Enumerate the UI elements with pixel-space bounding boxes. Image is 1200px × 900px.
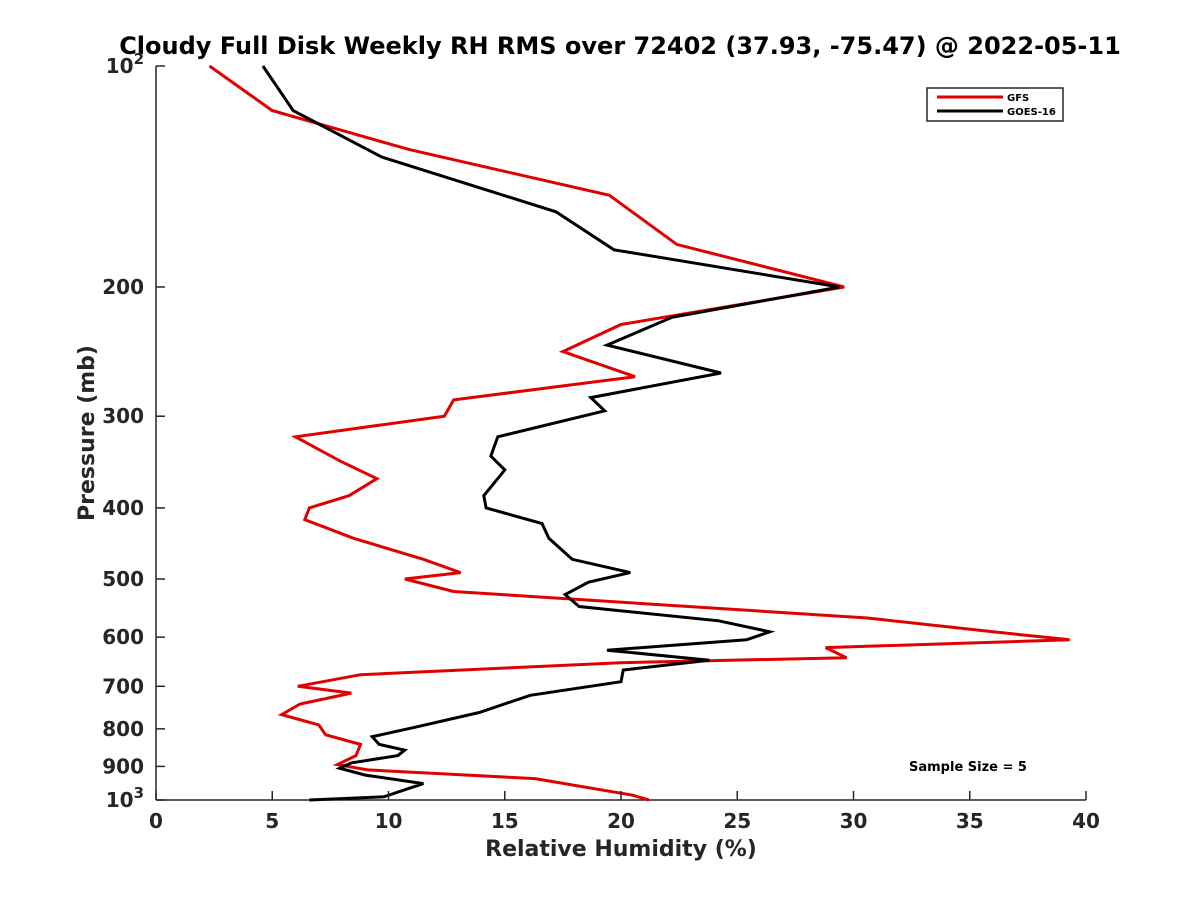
x-tick-label: 40: [1072, 809, 1100, 833]
x-tick-label: 30: [840, 809, 868, 833]
x-tick-label: 10: [375, 809, 403, 833]
x-tick-label: 20: [607, 809, 635, 833]
legend: GFS GOES-16: [926, 87, 1064, 122]
y-tick-label: 400: [102, 496, 144, 520]
y-tick-label: 900: [102, 754, 144, 778]
series-line-goes-16: [261, 65, 840, 802]
axis-ticks: 0 5 10 15 20 25 30 35 40 102 200 300 400 500 600 700 800…: [102, 50, 1100, 833]
legend-entry: GFS: [1007, 93, 1029, 104]
y-tick-label: 500: [102, 567, 144, 591]
y-tick-label: 103: [106, 784, 144, 812]
y-tick-label: 200: [102, 275, 144, 299]
x-tick-label: 0: [149, 809, 163, 833]
y-axis-label: Pressure (mb): [75, 345, 100, 521]
x-tick-label: 25: [723, 809, 751, 833]
legend-entry: GOES-16: [1007, 107, 1056, 118]
series-line-gfs: [208, 64, 1070, 802]
chart-title: Cloudy Full Disk Weekly RH RMS over 7240…: [119, 32, 1121, 60]
y-tick-label: 300: [102, 404, 144, 428]
x-tick-label: 15: [491, 809, 519, 833]
y-tick-label: 800: [102, 717, 144, 741]
x-axis-label: Relative Humidity (%): [485, 837, 757, 862]
y-tick-label: 700: [102, 674, 144, 698]
legend-box: [926, 87, 1064, 122]
x-tick-label: 5: [265, 809, 279, 833]
x-tick-label: 35: [956, 809, 984, 833]
y-tick-label: 102: [106, 50, 144, 78]
sample-size-annotation: Sample Size = 5: [909, 760, 1027, 775]
y-tick-label: 600: [102, 625, 144, 649]
plot-area: [155, 64, 1086, 802]
